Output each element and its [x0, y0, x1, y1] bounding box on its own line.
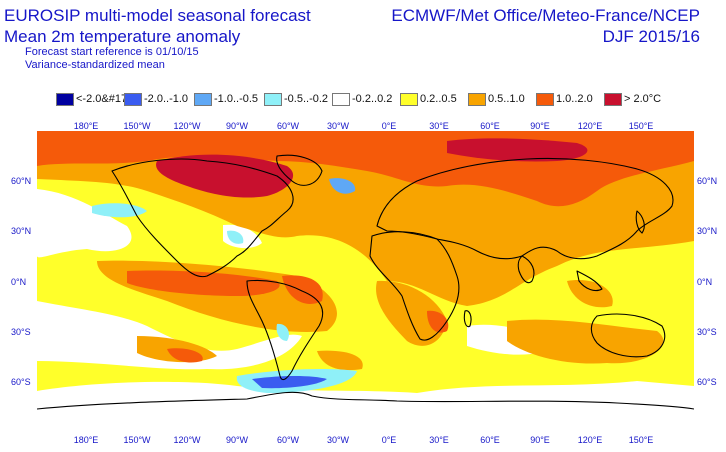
anomaly-moderate-region — [567, 280, 613, 308]
legend-swatch — [468, 93, 486, 106]
anomaly-strong-region — [167, 348, 203, 363]
antarctica-coastline — [37, 391, 694, 410]
legend-label: > 2.0°C — [624, 93, 662, 105]
legend-swatch — [194, 93, 212, 106]
anomaly-cool-region — [329, 178, 356, 194]
forecast-start-reference: Forecast start reference is 01/10/15 — [25, 46, 199, 58]
lon-label-bottom: 120°W — [173, 435, 201, 445]
anomaly-map — [37, 131, 694, 431]
south-america-coastline — [246, 279, 324, 381]
legend-label: 0.5..1.0 — [488, 93, 525, 105]
anomaly-strong-region — [127, 270, 280, 296]
legend-label: 1.0..2.0 — [556, 93, 593, 105]
lon-label-bottom: 60°W — [276, 435, 300, 445]
north-america-coastline — [111, 158, 294, 278]
anomaly-cool-region — [227, 230, 244, 244]
lat-label-left: 0°N — [11, 277, 27, 287]
mean-type-note: Variance-standardized mean — [25, 59, 165, 71]
lon-label-bottom: 90°E — [530, 435, 550, 445]
lon-label-bottom: 150°W — [123, 435, 151, 445]
legend-swatch — [536, 93, 554, 106]
legend-label: 0.2..0.5 — [420, 93, 457, 105]
lon-label-top: 0°E — [381, 121, 397, 131]
lon-label-top: 60°E — [480, 121, 500, 131]
forecast-centres: ECMWF/Met Office/Meteo-France/NCEP — [391, 6, 700, 25]
lat-label-left: 60°S — [11, 377, 31, 387]
lat-label-left: 60°N — [11, 176, 32, 186]
lon-label-bottom: 30°E — [429, 435, 449, 445]
lon-label-top: 30°E — [429, 121, 449, 131]
legend-label: -2.0..-1.0 — [144, 93, 189, 105]
lat-label-right: 30°N — [697, 226, 718, 236]
madagascar-coastline — [463, 310, 472, 328]
legend-swatch — [332, 93, 350, 106]
legend-swatch — [604, 93, 622, 106]
lon-label-bottom: 90°W — [225, 435, 249, 445]
southeast-asia-coastline — [576, 270, 603, 292]
lon-label-bottom: 0°E — [381, 435, 397, 445]
legend-swatch — [56, 93, 74, 106]
lat-label-right: 30°S — [697, 327, 717, 337]
legend-swatch — [124, 93, 142, 106]
legend-label: -0.5..-0.2 — [284, 93, 329, 105]
anomaly-moderate-region — [445, 231, 507, 293]
lon-label-top: 150°E — [628, 121, 654, 131]
coastlines — [37, 154, 694, 410]
legend-label: -1.0..-0.5 — [214, 93, 259, 105]
anomaly-cool-region — [92, 203, 147, 218]
map-title: EUROSIP multi-model seasonal forecast — [4, 6, 311, 25]
lon-label-top: 90°E — [530, 121, 550, 131]
forecast-season: DJF 2015/16 — [602, 27, 700, 46]
lon-label-top: 120°E — [577, 121, 603, 131]
anomaly-moderate-region — [507, 319, 664, 364]
anomaly-neutral-region — [37, 381, 694, 431]
lon-label-bottom: 120°E — [577, 435, 603, 445]
anomaly-cool-region — [276, 323, 289, 341]
india-coastline — [517, 255, 535, 284]
australia-coastline — [590, 313, 666, 358]
greenland-coastline — [276, 154, 323, 186]
legend-label: <-2.0&#17 — [76, 93, 128, 105]
lon-label-top: 120°W — [173, 121, 201, 131]
anomaly-moderate-region — [317, 350, 363, 371]
lon-label-bottom: 180°E — [73, 435, 99, 445]
anomaly-extreme-region — [156, 154, 294, 198]
lat-label-left: 30°N — [11, 226, 32, 236]
anomaly-moderate-region — [376, 280, 447, 346]
lon-label-top: 30°W — [326, 121, 350, 131]
japan-coastline — [635, 210, 645, 234]
anomaly-cool-region — [252, 376, 327, 389]
lon-label-top: 60°W — [276, 121, 300, 131]
legend-label: -0.2..0.2 — [352, 93, 393, 105]
lat-label-right: 60°S — [697, 377, 717, 387]
eurasia-coastline — [376, 157, 674, 260]
lat-label-right: 60°N — [697, 176, 718, 186]
lon-label-bottom: 150°E — [628, 435, 654, 445]
anomaly-extreme-region — [447, 138, 588, 162]
lat-label-right: 0°N — [697, 277, 713, 287]
lon-label-bottom: 60°E — [480, 435, 500, 445]
anomaly-neutral-region — [37, 301, 302, 370]
map-subtitle: Mean 2m temperature anomaly — [4, 27, 241, 46]
legend-swatch — [400, 93, 418, 106]
lon-label-top: 150°W — [123, 121, 151, 131]
color-legend: <-2.0&#17 -2.0..-1.0 -1.0..-0.5 -0.5..-0… — [56, 92, 676, 108]
anomaly-neutral-region — [37, 189, 132, 258]
lat-label-left: 30°S — [11, 327, 31, 337]
legend-swatch — [264, 93, 282, 106]
lon-label-top: 180°E — [73, 121, 99, 131]
lon-label-top: 90°W — [225, 121, 249, 131]
lon-label-bottom: 30°W — [326, 435, 350, 445]
